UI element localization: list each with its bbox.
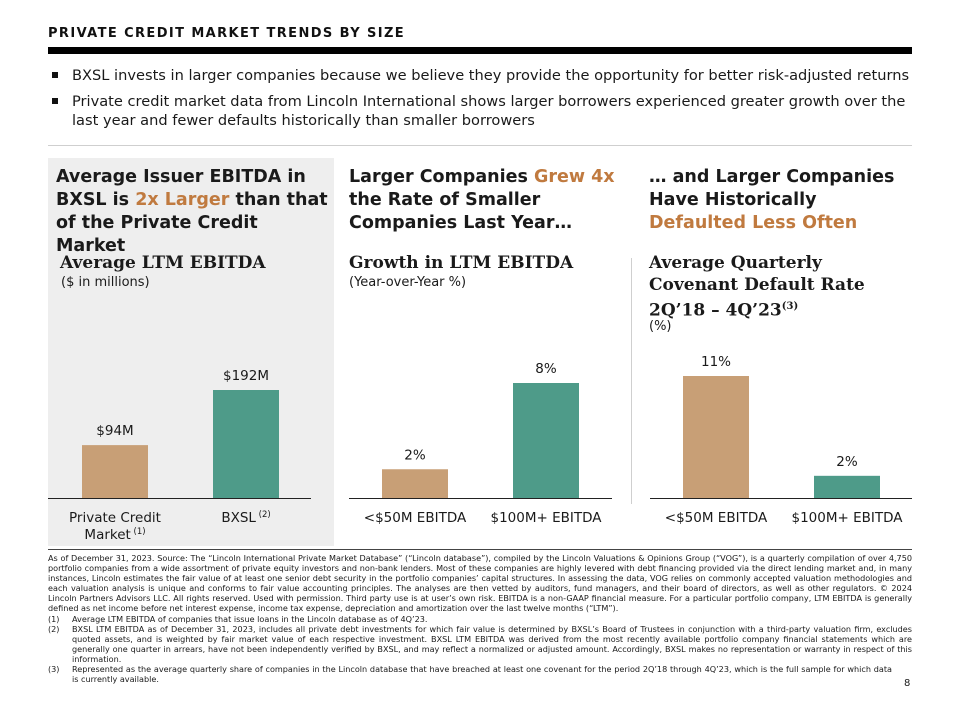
bullet-text: BXSL invests in larger companies because… <box>72 67 910 84</box>
footnote-text: Average LTM EBITDA of companies that iss… <box>72 613 428 624</box>
chart-2-bar-2 <box>513 383 579 498</box>
bullet-square-icon <box>52 98 58 104</box>
chart-3-data-label-2: 2% <box>836 454 858 470</box>
panel-divider <box>631 258 632 504</box>
chart-3-category-label-1: <$50M EBITDA <box>665 510 768 526</box>
bullet-list: BXSL invests in larger companies because… <box>48 66 912 137</box>
panel-1-heading-accent: 2x Larger <box>135 190 230 210</box>
bullet-item: BXSL invests in larger companies because… <box>48 66 912 85</box>
footnote-text: Represented as the average quarterly sha… <box>72 664 892 685</box>
chart-2-category-label-1: <$50M EBITDA <box>364 510 467 526</box>
footnote-3: (3) Represented as the average quarterly … <box>48 664 912 684</box>
panel-2-heading: Larger Companies Grew 4x the Rate of Sma… <box>349 166 619 235</box>
section-divider <box>48 145 912 146</box>
panel-1-subtitle: Average LTM EBITDA <box>60 253 266 273</box>
panel-2-heading-text: Larger Companies <box>349 167 534 187</box>
page-title: PRIVATE CREDIT MARKET TRENDS BY SIZE <box>48 26 406 41</box>
footnote-2: (2) BXSL LTM EBITDA as of December 31, 20… <box>48 624 912 664</box>
panel-2-subtitle: Growth in LTM EBITDA <box>349 253 574 273</box>
chart-3-bar-1 <box>683 376 749 498</box>
chart-1-bar-2 <box>213 390 279 498</box>
chart-2-category-label-2: $100M+ EBITDA <box>490 510 602 526</box>
bullet-text: Private credit market data from Lincoln … <box>72 93 906 129</box>
chart-2-data-label-2: 8% <box>535 361 557 377</box>
source-note: As of December 31, 2023. Source: The “Li… <box>48 553 912 614</box>
panel-3-heading: … and Larger Companies Have Historically… <box>649 166 911 235</box>
footnote-1: (1) Average LTM EBITDA of companies that … <box>48 614 912 624</box>
chart-3-category-label-2: $100M+ EBITDA <box>791 510 903 526</box>
chart-1-data-label-1: $94M <box>96 423 133 439</box>
chart-1-bar-1 <box>82 445 148 498</box>
panel-2-heading-accent: Grew 4x <box>533 167 615 187</box>
chart-2-bar-1 <box>382 469 448 498</box>
footnote-text: BXSL LTM EBITDA as of December 31, 2023,… <box>72 623 912 664</box>
panel-3-heading-text: … and Larger Companies Have Historically <box>649 167 895 210</box>
footnote-number: (3) <box>48 664 60 675</box>
chart-2-data-label-1: 2% <box>404 447 426 463</box>
panel-1-heading-text-end: than that of the Private Credit Market <box>56 190 328 256</box>
title-divider <box>48 47 912 54</box>
chart-3-data-label-1: 11% <box>701 354 731 370</box>
footnotes: As of December 31, 2023. Source: The “Li… <box>48 549 912 684</box>
panel-2-unit: (Year-over-Year %) <box>349 275 467 290</box>
panel-2-heading-text-end: the Rate of Smaller Companies Last Year… <box>349 190 572 233</box>
chart-1-category-label-2: BXSL (2) <box>221 510 270 526</box>
footnote-number: (1) <box>48 613 60 624</box>
panel-3-subtitle-text: Average Quarterly Covenant Default Rate … <box>649 253 865 321</box>
panel-3-subtitle: Average Quarterly Covenant Default Rate … <box>649 252 894 322</box>
panel-1-unit: ($ in millions) <box>61 275 150 290</box>
bullet-item: Private credit market data from Lincoln … <box>48 92 912 130</box>
chart-1-data-label-2: $192M <box>223 368 269 384</box>
panel-3-unit: (%) <box>649 319 672 334</box>
panel-3-heading-accent: Defaulted Less Often <box>649 213 858 233</box>
page-number: 8 <box>904 678 911 689</box>
chart-1-category-label-1: Market (1) <box>84 527 145 543</box>
panel-1-heading-text: Average Issuer EBITDA in BXSL is <box>56 167 306 210</box>
bullet-square-icon <box>52 72 58 78</box>
panel-3-subtitle-footnote: (3) <box>781 301 799 312</box>
panel-1-heading: Average Issuer EBITDA in BXSL is 2x Larg… <box>56 166 328 258</box>
footnote-number: (2) <box>48 623 60 634</box>
chart-3-bar-2 <box>814 475 880 498</box>
chart-1-category-label-1: Private Credit <box>69 510 161 526</box>
